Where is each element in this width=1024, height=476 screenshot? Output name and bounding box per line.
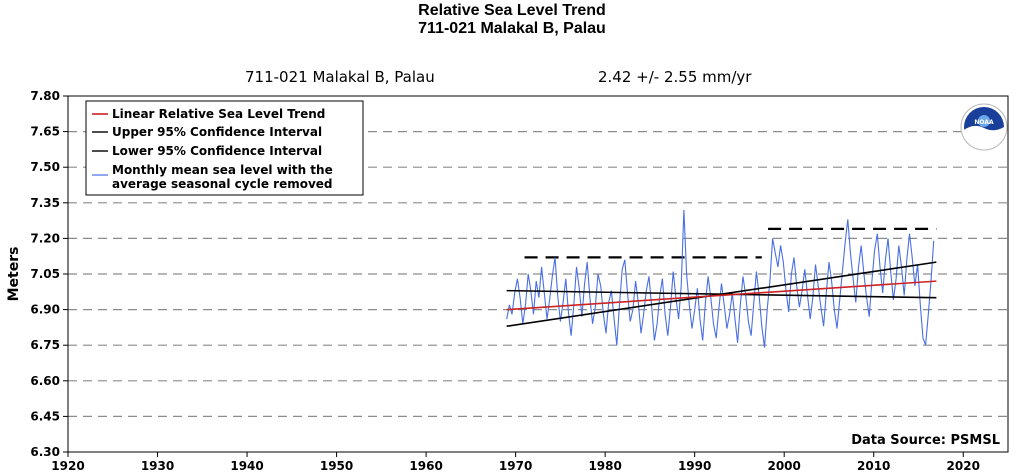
- monthly-mean-sea-level-line: [506, 209, 935, 348]
- x-tick-label: 1970: [499, 459, 532, 473]
- noaa-logo-text: NOAA: [974, 119, 994, 126]
- legend-monthly-line: average seasonal cycle removed: [112, 177, 333, 191]
- axis-ticks: 6.30 6.45 6.60 6.75 6.90 7.05 7.20 7.35 7.50 7.65…: [30, 89, 980, 473]
- legend: Linear Relative Sea Level Trend Upper 95…: [85, 100, 364, 196]
- data-source: Data Source: PSMSL: [851, 433, 1000, 448]
- lower-confidence-line: [506, 261, 937, 328]
- x-tick-label: 1930: [141, 459, 174, 473]
- legend-upper: Upper 95% Confidence Interval: [112, 125, 322, 139]
- noaa-logo-wave: [964, 125, 1004, 149]
- legend-lower: Lower 95% Confidence Interval: [112, 144, 322, 158]
- legend-box: [85, 100, 364, 196]
- y-tick-label: 6.30: [30, 445, 60, 459]
- y-tick-label: 6.60: [30, 374, 60, 388]
- x-tick-label: 1960: [409, 459, 442, 473]
- x-tick-label: 1980: [588, 459, 621, 473]
- x-tick-label: 2020: [947, 459, 980, 473]
- y-axis-label: Meters: [6, 247, 22, 302]
- y-tick-label: 7.50: [30, 160, 60, 174]
- y-tick-label: 7.20: [30, 231, 60, 245]
- series-lines: [506, 209, 937, 348]
- x-tick-label: 1950: [320, 459, 353, 473]
- plot-frame: [67, 95, 1009, 453]
- x-tick-label: 1940: [230, 459, 263, 473]
- y-tick-label: 6.90: [30, 303, 60, 317]
- noaa-logo: NOAA: [960, 103, 1008, 151]
- legend-monthly: Monthly mean sea level with the average s…: [112, 163, 333, 191]
- chart-title-station: 711-021 Malakal B, Palau: [418, 20, 606, 37]
- x-tick-label: 2010: [857, 459, 890, 473]
- y-tick-label: 7.05: [30, 267, 60, 281]
- linear-trend-line: [506, 280, 937, 311]
- y-tick-label: 7.35: [30, 196, 60, 210]
- y-tick-label: 7.65: [30, 125, 60, 139]
- subtitle-rate: 2.42 +/- 2.55 mm/yr: [598, 68, 752, 86]
- chart-title: Relative Sea Level Trend: [418, 2, 606, 19]
- legend-trend: Linear Relative Sea Level Trend: [112, 107, 325, 121]
- y-tick-label: 7.80: [30, 89, 60, 103]
- x-tick-label: 1920: [51, 459, 84, 473]
- noaa-logo-gull: [978, 115, 990, 127]
- annotations: [524, 227, 937, 259]
- x-tick-label: 1990: [678, 459, 711, 473]
- y-tick-label: 6.45: [30, 409, 60, 423]
- subtitle-station: 711-021 Malakal B, Palau: [245, 68, 435, 86]
- x-tick-label: 2000: [767, 459, 800, 473]
- y-tick-label: 6.75: [30, 338, 60, 352]
- legend-monthly-line: Monthly mean sea level with the: [112, 163, 333, 177]
